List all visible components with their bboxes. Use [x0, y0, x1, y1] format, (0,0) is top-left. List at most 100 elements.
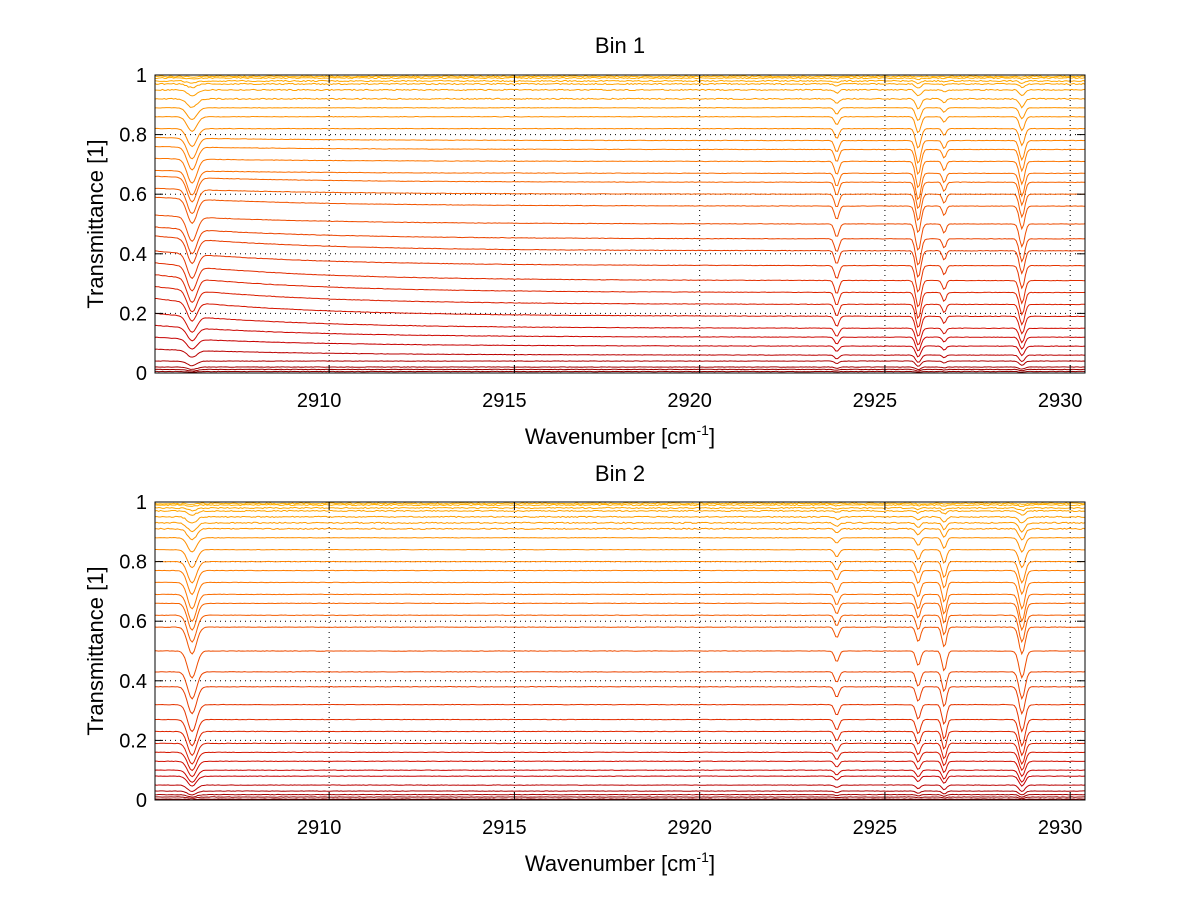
series-line	[154, 157, 1086, 189]
series-line	[154, 262, 1086, 308]
x-axis-ticks: 2910 2915 2920 2925 2930	[297, 75, 1083, 412]
series-line	[154, 614, 1086, 644]
chart-panel-bin-1: Bin 1 0 0.2 0.4 0.6 0.8 1 2910 2915 2920 2925 293…	[83, 33, 1086, 449]
series-line	[154, 527, 1086, 541]
chart-panel-bin-2: Bin 2 0 0.2 0.4 0.6 0.8 1 2910 2915 2920 2925 293…	[83, 461, 1086, 876]
series-line	[154, 509, 1086, 516]
y-axis-ticks: 0 0.2 0.4 0.6 0.8 1	[119, 492, 1085, 812]
series-line	[154, 250, 1086, 293]
series-line	[154, 560, 1086, 584]
x-tick-label: 2925	[853, 817, 898, 839]
series-line	[154, 506, 1086, 512]
x-tick-label: 2915	[482, 390, 527, 412]
series-line	[154, 742, 1086, 766]
series-line	[154, 650, 1086, 680]
series-lines	[154, 502, 1086, 801]
chart-title: Bin 2	[595, 461, 645, 486]
series-line	[154, 760, 1086, 778]
series-line	[154, 136, 1086, 164]
x-axis-ticks: 2910 2915 2920 2925 2930	[297, 502, 1083, 839]
y-tick-label: 0.2	[119, 303, 147, 325]
series-line	[154, 521, 1086, 533]
series-line	[154, 798, 1086, 801]
series-line	[154, 626, 1086, 656]
series-line	[154, 366, 1086, 370]
x-tick-label: 2930	[1038, 817, 1083, 839]
series-line	[154, 235, 1086, 278]
y-axis-label: Transmittance [1]	[83, 139, 108, 308]
y-tick-label: 0.6	[119, 611, 147, 633]
y-axis-ticks: 0 0.2 0.4 0.6 0.8 1	[119, 65, 1085, 385]
x-tick-label: 2910	[297, 390, 342, 412]
y-axis-label: Transmittance [1]	[83, 566, 108, 735]
series-line	[154, 146, 1086, 175]
series-line	[154, 730, 1086, 757]
y-tick-label: 0	[136, 790, 147, 812]
series-line	[154, 214, 1086, 251]
series-line	[154, 784, 1086, 793]
series-line	[154, 515, 1086, 524]
series-line	[154, 370, 1086, 373]
series-line	[154, 274, 1086, 320]
series-line	[154, 297, 1086, 337]
series-line	[154, 127, 1086, 149]
series-line	[154, 169, 1086, 201]
series-line	[154, 703, 1086, 733]
x-tick-label: 2930	[1038, 390, 1083, 412]
x-tick-label: 2915	[482, 817, 527, 839]
series-line	[154, 718, 1086, 748]
x-axis-label: Wavenumber [cm-1]	[525, 849, 715, 876]
series-line	[154, 593, 1086, 623]
series-line	[154, 107, 1086, 122]
x-tick-label: 2920	[667, 817, 712, 839]
series-line	[154, 793, 1086, 798]
series-line	[154, 79, 1086, 85]
series-line	[154, 336, 1086, 358]
axes-frame	[154, 501, 1086, 801]
series-line	[154, 796, 1086, 799]
series-line	[154, 226, 1086, 266]
y-tick-label: 0.4	[119, 671, 147, 693]
y-tick-label: 0.6	[119, 184, 147, 206]
axes-frame	[154, 74, 1086, 374]
series-line	[154, 502, 1086, 505]
series-line	[154, 503, 1086, 508]
series-line	[154, 285, 1086, 329]
series-line	[154, 115, 1086, 134]
series-line	[154, 82, 1086, 89]
series-line	[154, 368, 1086, 372]
x-tick-label: 2925	[853, 390, 898, 412]
x-tick-label: 2910	[297, 817, 342, 839]
series-line	[154, 75, 1086, 78]
series-lines	[154, 75, 1086, 373]
series-line	[154, 581, 1086, 610]
series-line	[154, 548, 1086, 569]
series-line	[154, 196, 1086, 234]
y-tick-label: 0.2	[119, 730, 147, 752]
series-line	[154, 790, 1086, 796]
x-axis-label: Wavenumber [cm-1]	[525, 422, 715, 449]
series-line	[154, 360, 1086, 367]
series-line	[154, 537, 1086, 553]
series-line	[154, 751, 1086, 772]
series-line	[154, 312, 1086, 346]
series-line	[154, 88, 1086, 97]
series-line	[154, 775, 1086, 787]
series-line	[154, 187, 1086, 222]
y-tick-label: 0.4	[119, 244, 147, 266]
y-tick-label: 0	[136, 363, 147, 385]
series-line	[154, 97, 1086, 110]
y-tick-label: 0.8	[119, 125, 147, 147]
series-line	[154, 769, 1086, 783]
y-tick-label: 1	[136, 492, 147, 514]
series-line	[154, 686, 1086, 716]
y-tick-label: 0.8	[119, 552, 147, 574]
chart-title: Bin 1	[595, 33, 645, 58]
y-tick-label: 1	[136, 65, 147, 87]
series-line	[155, 671, 1086, 701]
series-line	[154, 569, 1086, 596]
series-line	[154, 348, 1086, 363]
series-line	[154, 324, 1086, 352]
